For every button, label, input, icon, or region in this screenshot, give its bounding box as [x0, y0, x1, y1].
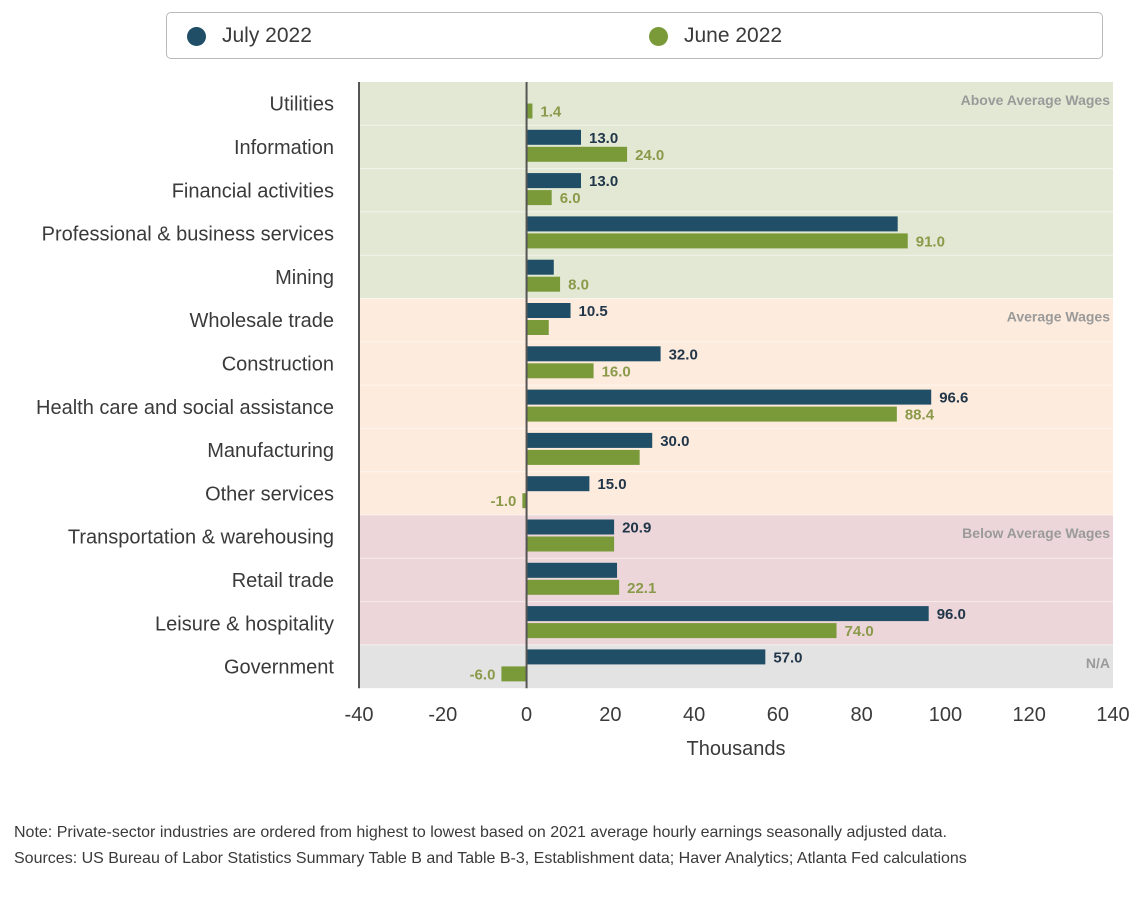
data-label-july: 10.5: [579, 303, 608, 320]
bar-july: [526, 649, 766, 665]
legend-label-july: July 2022: [222, 24, 312, 47]
legend: July 2022 June 2022: [166, 12, 1103, 59]
x-tick-label: 60: [767, 704, 789, 726]
data-label-june: 24.0: [635, 147, 664, 164]
bar-june: [522, 493, 527, 509]
legend-label-june: June 2022: [684, 24, 783, 47]
bar-june: [526, 623, 837, 639]
legend-dot-june: [649, 26, 668, 46]
data-label-june: 88.4: [905, 407, 935, 424]
data-label-july: 96.0: [937, 606, 966, 623]
legend-item-july: July 2022: [187, 24, 312, 48]
data-label-july: 57.0: [773, 649, 802, 666]
band-label-2: Below Average Wages: [962, 525, 1110, 541]
bar-july: [526, 389, 932, 405]
bar-june: [526, 103, 533, 119]
bar-july: [526, 476, 590, 492]
data-label-june: 8.0: [568, 277, 589, 294]
bar-july: [526, 129, 582, 145]
category-label: Mining: [275, 267, 334, 289]
x-tick-label: 100: [929, 704, 962, 726]
bar-june: [526, 363, 594, 379]
category-label: Retail trade: [232, 570, 334, 592]
category-label: Leisure & hospitality: [155, 613, 334, 635]
note-text: Note: Private-sector industries are orde…: [14, 824, 947, 841]
band-label-3: N/A: [1086, 655, 1110, 671]
x-tick-label: -20: [428, 704, 457, 726]
x-tick-label: 0: [521, 704, 532, 726]
x-tick-label: 80: [851, 704, 873, 726]
category-label: Government: [224, 657, 334, 679]
data-label-june: 6.0: [560, 190, 581, 207]
bar-june: [526, 233, 908, 249]
data-label-july: 30.0: [660, 433, 689, 450]
data-label-july: 20.9: [622, 520, 651, 537]
bar-july: [526, 346, 661, 362]
bar-july: [526, 562, 618, 578]
bar-june: [526, 536, 615, 552]
category-label: Professional & business services: [42, 224, 334, 246]
bar-july: [526, 303, 571, 318]
bar-chart: Above Average Wages Average Wages Below Av…: [36, 82, 1130, 760]
category-label: Information: [234, 137, 334, 159]
category-label: Wholesale trade: [189, 310, 334, 332]
x-tick-label: 40: [683, 704, 705, 726]
bar-july: [526, 173, 582, 189]
x-axis-title: Thousands: [687, 738, 786, 760]
x-tick-label: 140: [1096, 704, 1129, 726]
bar-july: [526, 432, 653, 448]
band-label-0: Above Average Wages: [961, 92, 1111, 108]
data-label-june: -1.0: [491, 493, 517, 510]
bar-june: [526, 320, 549, 335]
bar-july: [526, 216, 898, 232]
category-label: Manufacturing: [207, 440, 334, 462]
category-label: Construction: [222, 353, 334, 375]
category-label: Transportation & warehousing: [68, 527, 334, 549]
category-label: Financial activities: [172, 180, 334, 202]
bar-july: [526, 606, 929, 622]
bar-june: [501, 666, 527, 682]
band-label-1: Average Wages: [1007, 309, 1110, 325]
x-tick-label: -40: [345, 704, 374, 726]
data-label-july: 96.6: [939, 390, 968, 407]
data-label-july: 32.0: [669, 346, 698, 363]
bar-june: [526, 449, 640, 465]
legend-dot-july: [187, 26, 206, 46]
data-label-june: 74.0: [845, 623, 874, 640]
category-label: Other services: [205, 483, 334, 505]
chart-notes: Note: Private-sector industries are orde…: [14, 820, 1104, 872]
data-label-june: 91.0: [916, 233, 945, 250]
data-label-july: 13.0: [589, 173, 618, 190]
data-label-june: 16.0: [602, 363, 631, 380]
bar-june: [526, 146, 628, 162]
legend-item-june: June 2022: [649, 24, 782, 48]
sources-text: Sources: US Bureau of Labor Statistics S…: [14, 850, 967, 867]
data-label-july: 13.0: [589, 130, 618, 147]
data-label-july: 15.0: [597, 476, 626, 493]
bar-june: [526, 579, 620, 595]
data-label-june: 22.1: [627, 580, 656, 597]
bar-july: [526, 519, 615, 535]
category-label: Utilities: [270, 94, 334, 116]
bar-june: [526, 406, 897, 422]
bar-june: [526, 276, 561, 292]
x-tick-label: 120: [1013, 704, 1046, 726]
bar-july: [526, 259, 554, 275]
bar-june: [526, 190, 552, 206]
band-0: [359, 82, 1113, 299]
data-label-june: -6.0: [470, 666, 496, 683]
category-label: Health care and social assistance: [36, 397, 334, 419]
data-label-june: 1.4: [540, 104, 562, 121]
x-tick-label: 20: [599, 704, 621, 726]
